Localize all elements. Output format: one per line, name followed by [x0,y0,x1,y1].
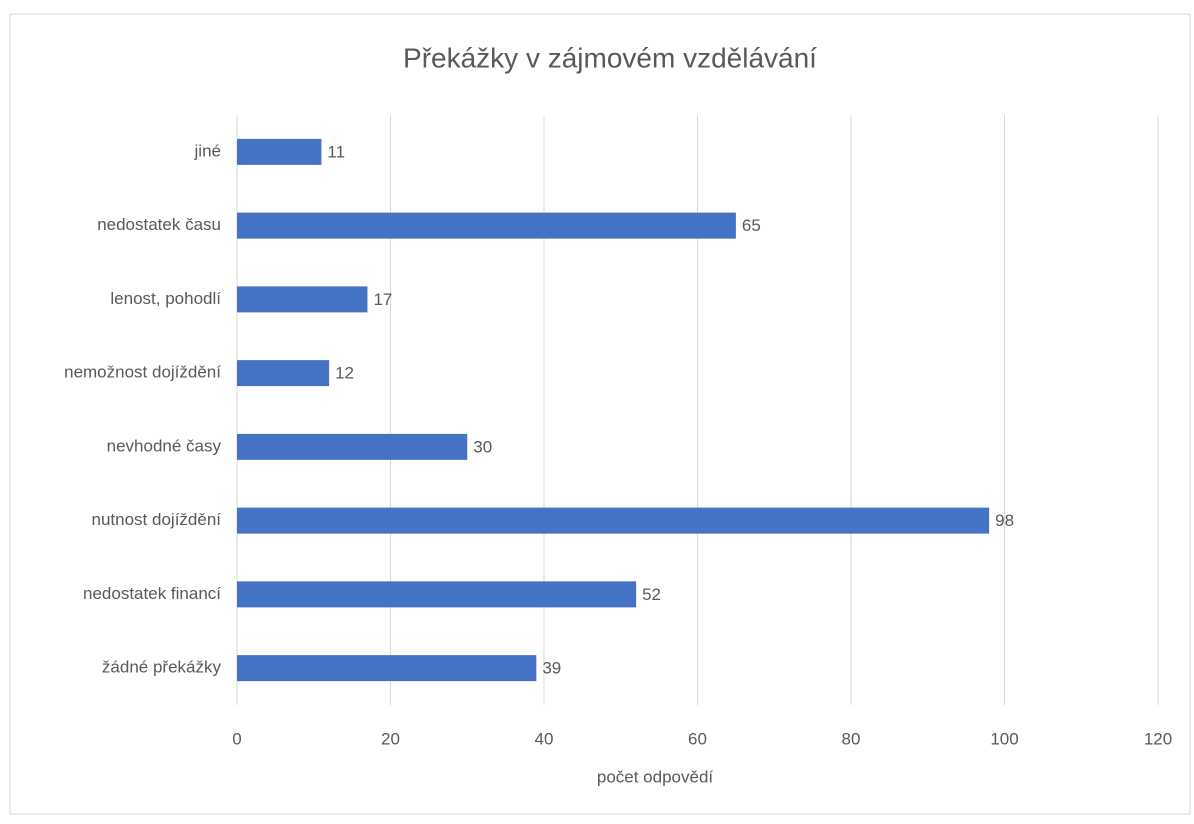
data-label: 39 [542,659,561,678]
y-tick-label: žádné překážky [102,658,222,677]
x-tick-label: 120 [1144,729,1172,748]
chart-frame [9,13,1191,815]
data-label: 17 [373,290,392,309]
data-label: 11 [327,142,345,161]
x-tick-label: 0 [232,729,241,748]
data-label: 65 [742,216,761,235]
y-tick-label: jiné [194,141,221,160]
bar [237,433,468,460]
bar [237,581,637,608]
y-tick-label: nevhodné časy [107,436,222,455]
bar [237,360,330,387]
x-tick-label: 40 [535,729,554,748]
bar [237,655,537,682]
data-label: 30 [473,437,492,456]
x-tick-label: 80 [842,729,861,748]
data-label: 12 [335,364,354,383]
bar [237,138,322,165]
bar [237,286,368,313]
y-tick-label: nemožnost dojíždění [64,363,221,382]
x-tick-label: 60 [688,729,707,748]
bar [237,212,736,239]
y-tick-label: nedostatek financí [83,584,221,603]
chart-title: Překážky v zájmovém vzdělávání [403,42,817,73]
x-tick-label: 100 [990,729,1018,748]
data-label: 52 [642,585,661,604]
x-axis-label: počet odpovědí [597,767,714,786]
x-tick-label: 20 [381,729,400,748]
bar [237,507,990,534]
data-label: 98 [995,511,1014,530]
y-tick-label: nutnost dojíždění [92,510,222,529]
y-tick-label: lenost, pohodlí [110,289,221,308]
y-tick-label: nedostatek času [97,215,221,234]
